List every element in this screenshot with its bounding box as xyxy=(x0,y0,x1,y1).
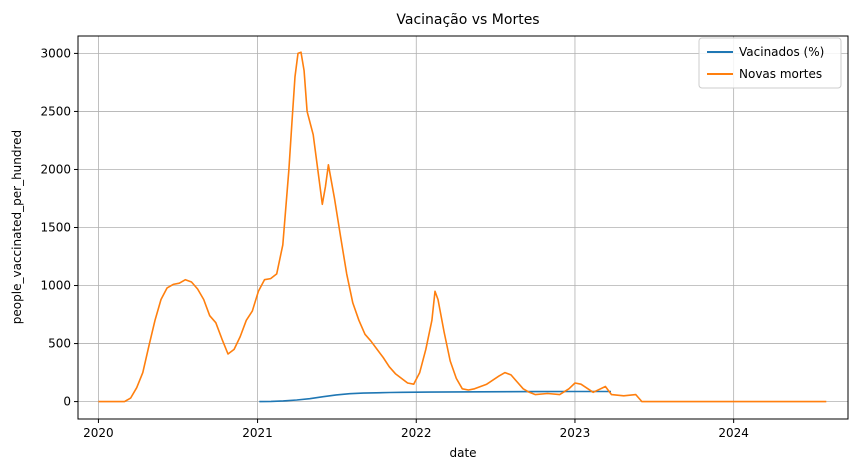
legend-box xyxy=(698,37,842,89)
y-axis: 0 500 1000 1500 2000 2500 3000 xyxy=(40,46,78,409)
y-tick-label: 0 xyxy=(63,395,71,409)
x-tick-label: 2020 xyxy=(83,426,114,440)
x-axis: 2020 2021 2022 2023 2024 xyxy=(83,419,749,440)
series-layer xyxy=(98,51,827,403)
y-tick-label: 2500 xyxy=(40,104,71,118)
x-tick-label: 2023 xyxy=(560,426,591,440)
y-tick-label: 2000 xyxy=(40,162,71,176)
legend: Vacinados (%) Novas mortes xyxy=(698,37,842,89)
x-tick-label: 2021 xyxy=(242,426,273,440)
legend-label-1: Novas mortes xyxy=(739,67,822,81)
series-line-0 xyxy=(259,390,611,403)
x-axis-label: date xyxy=(449,446,476,460)
y-tick-label: 1500 xyxy=(40,221,71,235)
x-tick-label: 2022 xyxy=(401,426,432,440)
x-tick-label: 2024 xyxy=(718,426,749,440)
legend-label-0: Vacinados (%) xyxy=(739,45,824,59)
y-tick-label: 500 xyxy=(48,337,71,351)
grid xyxy=(78,36,848,419)
y-axis-label: people_vaccinated_per_hundred xyxy=(10,130,24,324)
series-line-1 xyxy=(98,51,827,403)
y-tick-label: 1000 xyxy=(40,279,71,293)
chart-title: Vacinação vs Mortes xyxy=(396,12,539,28)
y-tick-label: 3000 xyxy=(40,46,71,60)
